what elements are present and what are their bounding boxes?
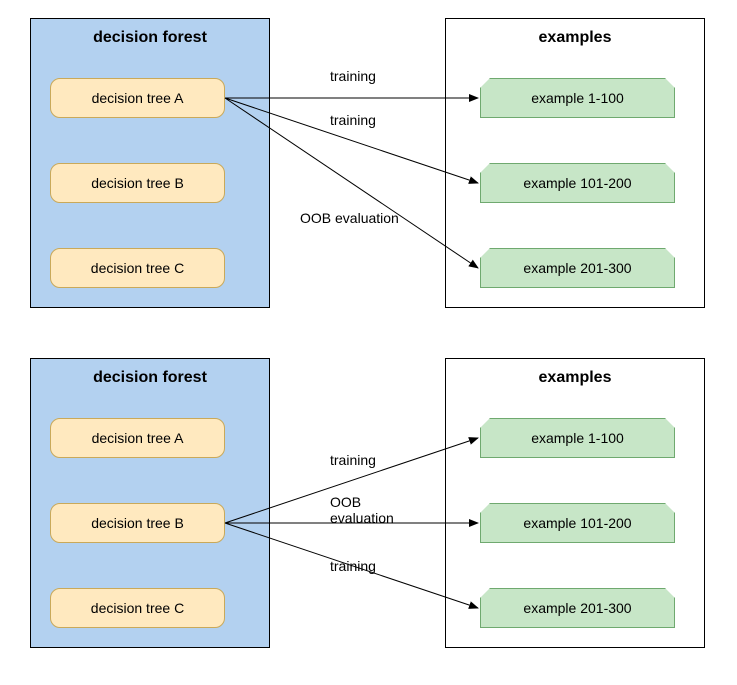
tree-label: decision tree A [92,90,184,106]
example-node-2-bottom: example 101-200 [480,503,675,543]
tree-node-b-top: decision tree B [50,163,225,203]
tree-node-b-bottom: decision tree B [50,503,225,543]
diagram-canvas: decision forest examples decision tree A… [0,0,737,685]
example-label: example 1-100 [531,430,624,446]
example-label: example 101-200 [523,515,631,531]
tree-label: decision tree C [91,600,184,616]
edge-label: OOB evaluation [300,210,399,226]
example-label: example 201-300 [523,260,631,276]
example-label: example 201-300 [523,600,631,616]
tree-label: decision tree B [91,175,184,191]
example-node-3-bottom: example 201-300 [480,588,675,628]
forest-panel-title-top: decision forest [31,29,269,47]
tree-label: decision tree B [91,515,184,531]
example-node-2-top: example 101-200 [480,163,675,203]
edge-label: training [330,112,376,128]
tree-label: decision tree C [91,260,184,276]
tree-node-a-bottom: decision tree A [50,418,225,458]
tree-node-c-top: decision tree C [50,248,225,288]
example-label: example 101-200 [523,175,631,191]
tree-node-c-bottom: decision tree C [50,588,225,628]
examples-panel-title-bottom: examples [446,369,704,387]
example-node-3-top: example 201-300 [480,248,675,288]
edge-label: training [330,558,376,574]
forest-panel-title-bottom: decision forest [31,369,269,387]
example-label: example 1-100 [531,90,624,106]
edge-label: training [330,452,376,468]
tree-node-a-top: decision tree A [50,78,225,118]
example-node-1-top: example 1-100 [480,78,675,118]
edge-label: training [330,68,376,84]
edge-label: OOB evaluation [330,494,394,526]
tree-label: decision tree A [92,430,184,446]
example-node-1-bottom: example 1-100 [480,418,675,458]
examples-panel-title-top: examples [446,29,704,47]
